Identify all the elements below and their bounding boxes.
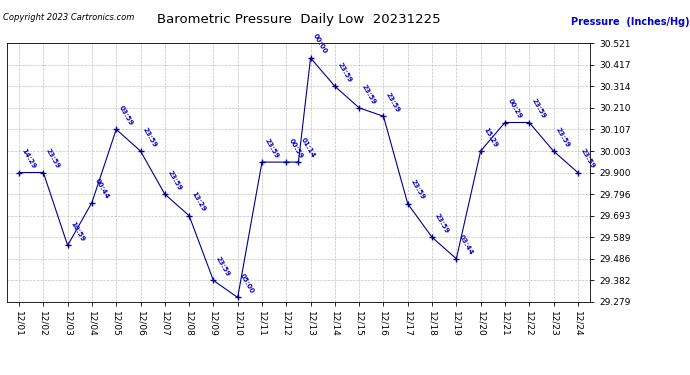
Text: 23:59: 23:59 bbox=[166, 170, 182, 191]
Text: 23:59: 23:59 bbox=[579, 148, 595, 170]
Text: Copyright 2023 Cartronics.com: Copyright 2023 Cartronics.com bbox=[3, 13, 135, 22]
Text: 23:59: 23:59 bbox=[409, 179, 425, 201]
Text: 05:00: 05:00 bbox=[239, 273, 255, 295]
Text: 00:00: 00:00 bbox=[312, 33, 328, 55]
Text: 23:59: 23:59 bbox=[361, 83, 377, 105]
Text: 23:59: 23:59 bbox=[555, 126, 571, 148]
Text: 23:59: 23:59 bbox=[433, 213, 450, 234]
Text: 10:59: 10:59 bbox=[69, 220, 86, 243]
Text: 14:29: 14:29 bbox=[21, 147, 37, 170]
Text: 13:29: 13:29 bbox=[190, 190, 207, 213]
Text: 01:14: 01:14 bbox=[300, 137, 316, 159]
Text: 00:44: 00:44 bbox=[93, 177, 110, 200]
Text: 23:59: 23:59 bbox=[45, 148, 61, 170]
Text: 23:59: 23:59 bbox=[142, 126, 158, 148]
Text: 00:59: 00:59 bbox=[288, 137, 304, 159]
Text: Pressure  (Inches/Hg): Pressure (Inches/Hg) bbox=[571, 17, 689, 27]
Text: 23:59: 23:59 bbox=[385, 92, 401, 114]
Text: 03:44: 03:44 bbox=[457, 234, 474, 256]
Text: Barometric Pressure  Daily Low  20231225: Barometric Pressure Daily Low 20231225 bbox=[157, 13, 440, 26]
Text: 03:59: 03:59 bbox=[117, 104, 134, 127]
Text: 00:29: 00:29 bbox=[506, 98, 522, 120]
Text: 23:59: 23:59 bbox=[531, 98, 546, 120]
Text: 15:29: 15:29 bbox=[482, 126, 498, 148]
Text: 23:59: 23:59 bbox=[264, 137, 279, 159]
Text: 23:59: 23:59 bbox=[215, 256, 231, 278]
Text: 23:59: 23:59 bbox=[336, 62, 353, 84]
